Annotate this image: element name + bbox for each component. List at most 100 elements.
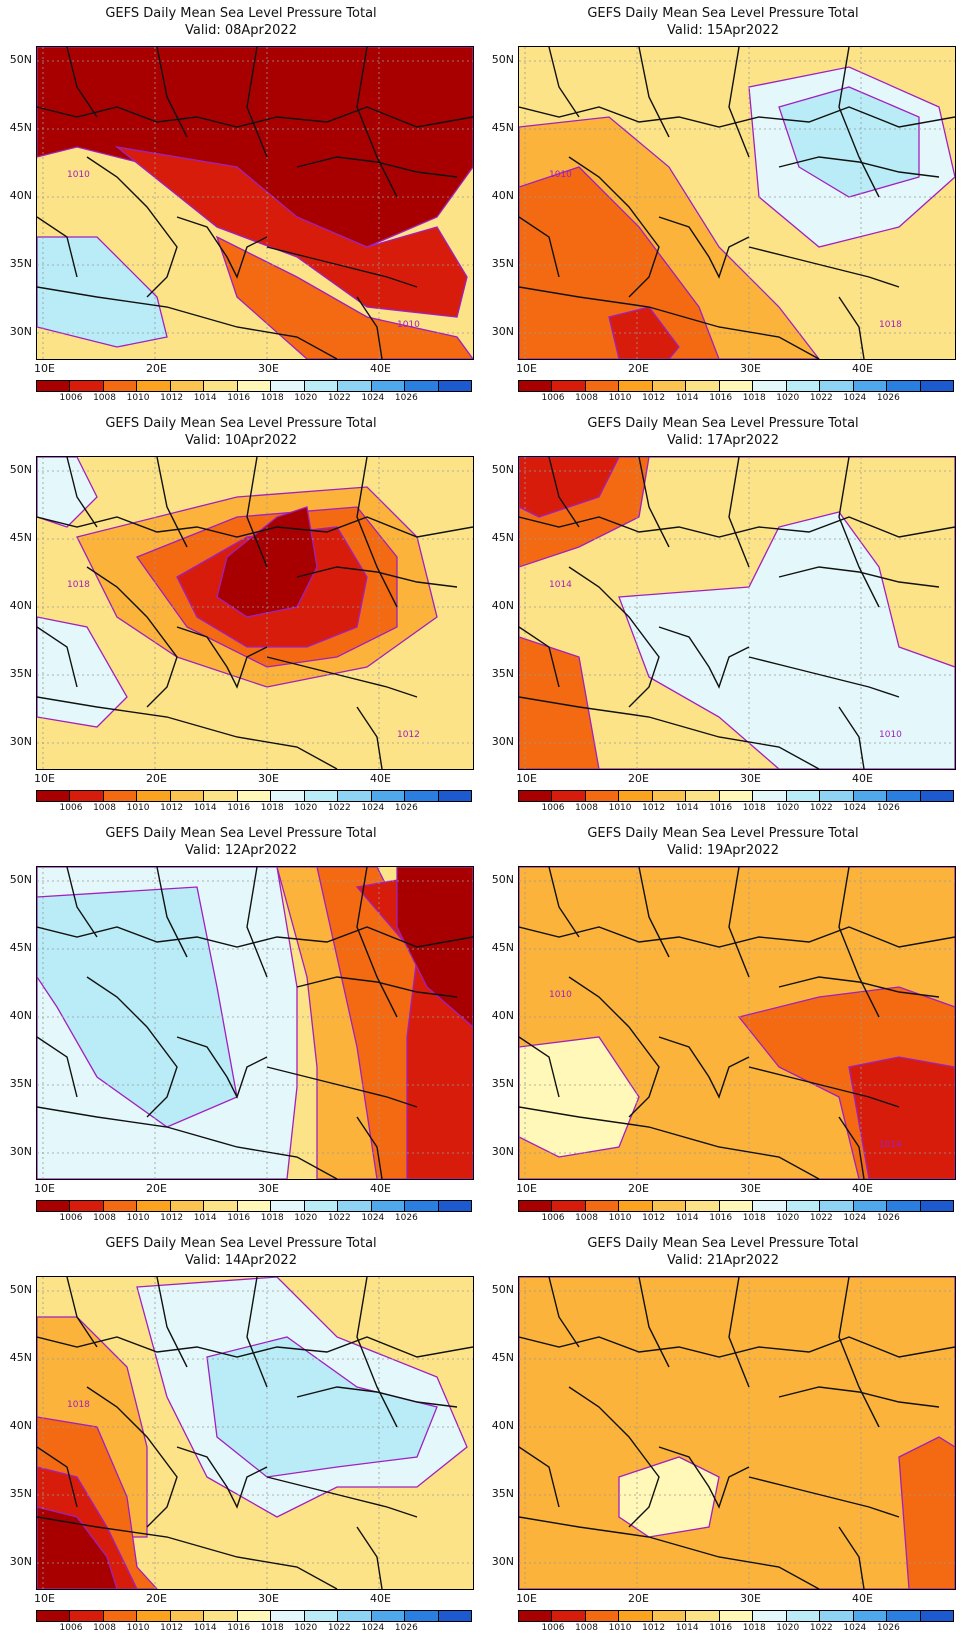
- colorbar-swatch: [652, 791, 687, 801]
- colorbar-swatch: [619, 1201, 653, 1211]
- border-line: [66, 457, 98, 528]
- colorbar-label: 1012: [642, 1213, 666, 1223]
- pressure-zone: [618, 1456, 720, 1538]
- latitude-label: 30N: [491, 325, 514, 338]
- colorbar-label: 1008: [575, 1213, 598, 1223]
- colorbar-swatch: [753, 1201, 787, 1211]
- panel-title: GEFS Daily Mean Sea Level Pressure Total: [105, 1236, 377, 1251]
- panel-valid-date: Valid: 17Apr2022: [667, 433, 779, 448]
- pressure-zone: [519, 166, 720, 359]
- border-line: [748, 656, 900, 698]
- colorbar-swatch: [438, 381, 472, 391]
- border-line: [838, 296, 865, 359]
- colorbar-label: 1022: [327, 1623, 351, 1633]
- latitude-label: 40N: [9, 189, 32, 202]
- colorbar-swatch: [338, 1611, 372, 1621]
- colorbar-swatch: [371, 381, 406, 391]
- colorbar-swatch: [719, 791, 754, 801]
- colorbar-label: 1020: [294, 1213, 318, 1223]
- colorbar-swatch: [719, 1201, 754, 1211]
- latitude-label: 35N: [9, 667, 32, 680]
- longitude-label: 10E: [516, 1592, 537, 1605]
- colorbar-label: 1026: [394, 803, 418, 813]
- colorbar-label: 1012: [160, 1213, 184, 1223]
- colorbar-label: 1010: [126, 393, 150, 403]
- contour-label: 1018: [67, 580, 90, 590]
- border-line: [356, 296, 383, 359]
- border-line: [246, 47, 268, 158]
- latitude-label: 30N: [9, 1145, 32, 1158]
- colorbar-swatch: [820, 791, 854, 801]
- border-line: [519, 1036, 560, 1098]
- colorbar-label: 1016: [227, 1213, 251, 1223]
- border-line: [37, 1446, 78, 1508]
- panel-title: GEFS Daily Mean Sea Level Pressure Total: [587, 1236, 859, 1251]
- latitude-label: 50N: [9, 873, 32, 886]
- border-line: [176, 216, 268, 279]
- border-line: [838, 867, 880, 1018]
- colorbar-label: 1010: [608, 1623, 632, 1633]
- pressure-zone: [37, 1506, 118, 1589]
- longitude-label: 30E: [258, 772, 279, 785]
- border-line: [778, 1386, 940, 1408]
- colorbar-label: 1018: [260, 1213, 284, 1223]
- colorbar-swatch: [686, 1201, 720, 1211]
- pressure-zone: [37, 457, 128, 728]
- pressure-zone: [618, 511, 955, 769]
- longitude-label: 40E: [852, 1182, 873, 1195]
- colorbar-label: 1016: [227, 393, 251, 403]
- latitude-label: 30N: [9, 325, 32, 338]
- longitude-label: 10E: [516, 1182, 537, 1195]
- colorbar-swatch: [853, 791, 888, 801]
- pressure-map: 1010 1018: [518, 46, 956, 360]
- border-line: [156, 457, 188, 548]
- pressure-map: 1010 1010: [36, 46, 474, 360]
- border-line: [519, 1446, 560, 1508]
- colorbar-swatch: [519, 381, 553, 391]
- border-line: [519, 106, 955, 128]
- colorbar-swatch: [552, 1611, 586, 1621]
- colorbar-label: 1026: [394, 1623, 418, 1633]
- colorbar-label: 1008: [575, 803, 598, 813]
- border-line: [519, 286, 820, 359]
- colorbar-label: 1024: [843, 803, 867, 813]
- border-line: [778, 156, 940, 178]
- colorbar-label: 1008: [575, 393, 598, 403]
- border-line: [838, 706, 865, 769]
- colorbar-label: 1012: [160, 1623, 184, 1633]
- colorbar-label: 1018: [260, 803, 284, 813]
- colorbar-swatch: [619, 791, 653, 801]
- latitude-label: 35N: [9, 257, 32, 270]
- colorbar-label: 1014: [675, 1213, 699, 1223]
- colorbar-swatch: [786, 381, 821, 391]
- latitude-label: 45N: [491, 941, 514, 954]
- border-line: [548, 1277, 580, 1348]
- pressure-zone: [519, 457, 650, 769]
- colorbar-label: 1018: [742, 1623, 766, 1633]
- border-line: [37, 516, 473, 538]
- pressure-map: [518, 1276, 956, 1590]
- colorbar-label: 1014: [193, 1623, 217, 1633]
- contour-label: 1018: [879, 320, 902, 330]
- colorbar-label: 1008: [93, 1213, 116, 1223]
- colorbar-swatch: [70, 1611, 104, 1621]
- colorbar-swatch: [170, 1201, 205, 1211]
- colorbar-swatch: [585, 381, 620, 391]
- longitude-label: 40E: [370, 772, 391, 785]
- colorbar-label: 1026: [394, 393, 418, 403]
- colorbar-swatch: [70, 1201, 104, 1211]
- colorbar-swatch: [719, 1611, 754, 1621]
- colorbar-swatch: [686, 1611, 720, 1621]
- panel-valid-date: Valid: 10Apr2022: [185, 433, 297, 448]
- colorbar-swatch: [304, 791, 339, 801]
- border-line: [658, 1446, 750, 1509]
- contour-label: 1010: [67, 170, 90, 180]
- border-line: [519, 1336, 955, 1358]
- latitude-label: 45N: [9, 941, 32, 954]
- longitude-label: 10E: [516, 362, 537, 375]
- latitude-label: 35N: [9, 1487, 32, 1500]
- colorbar-swatch: [170, 791, 205, 801]
- colorbar-label: 1026: [876, 1213, 900, 1223]
- colorbar-swatch: [853, 1611, 888, 1621]
- colorbar-swatch: [204, 791, 238, 801]
